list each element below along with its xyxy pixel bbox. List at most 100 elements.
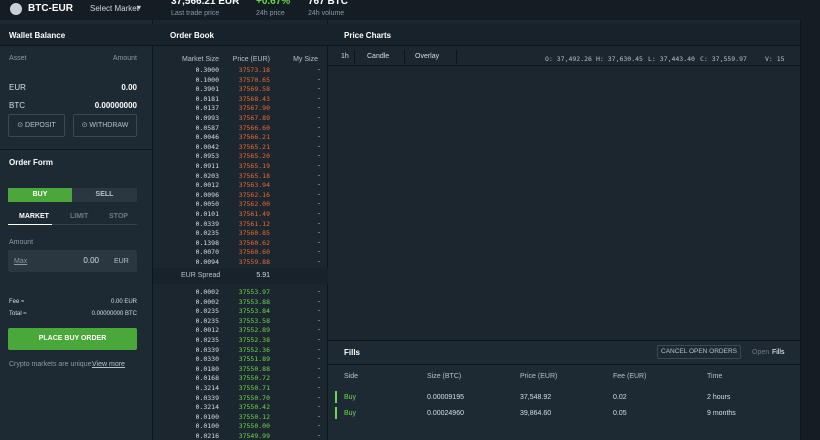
book-header	[153, 24, 328, 46]
book-size: 0.0002	[195, 288, 219, 296]
book-price: 37566.21	[238, 133, 270, 142]
currency: EUR	[114, 258, 129, 265]
book-my-size: -	[317, 181, 320, 189]
book-size: 0.0911	[195, 162, 219, 170]
book-size: 0.0042	[195, 142, 219, 151]
book-size: 0.0216	[195, 432, 219, 440]
book-price: 37553.84	[238, 307, 270, 316]
note-link[interactable]: View more	[92, 361, 125, 368]
fill-cell: Buy	[344, 394, 357, 401]
book-price: 37550.88	[238, 364, 270, 373]
spread-label: EUR Spread	[181, 272, 221, 279]
chart-control[interactable]: 1h	[337, 50, 355, 64]
amount: 0.00000000	[94, 101, 137, 110]
side-buy[interactable]: BUY	[8, 188, 72, 202]
order-type[interactable]: STOP	[109, 213, 128, 220]
side-sell[interactable]: SELL	[72, 188, 137, 202]
amount: 0.00	[121, 83, 137, 92]
side-bar	[335, 391, 337, 403]
book-size: 0.0993	[195, 114, 219, 122]
stat-label: 24h price	[256, 10, 285, 17]
book-size: 0.0012	[195, 326, 219, 335]
book-price: 37550.70	[238, 393, 270, 402]
side-bar	[335, 407, 337, 419]
spread-row	[153, 268, 328, 284]
total-value: 0.00000000 BTC	[91, 311, 137, 317]
fill-cell: 39,864.60	[520, 410, 552, 417]
book-price: 37550.00	[238, 422, 270, 431]
stat-label: Last trade price	[171, 10, 220, 17]
book-size: 0.0100	[195, 422, 219, 431]
book-price: 37549.99	[238, 432, 270, 440]
book-price: 37553.97	[238, 288, 270, 296]
button-label[interactable]: DEPOSIT	[25, 122, 56, 129]
book-size: 0.3214	[195, 384, 219, 392]
book-price: 37569.58	[238, 85, 270, 94]
book-size: 0.3000	[195, 66, 219, 74]
type-rule	[52, 224, 137, 225]
panel-title: Wallet Balance	[9, 31, 66, 40]
button-label[interactable]: WITHDRAW	[89, 122, 129, 129]
spread-value: 5.91	[256, 272, 270, 279]
cancel-button[interactable]: CANCEL OPEN ORDERS	[657, 345, 741, 359]
book-price: 37565.21	[238, 142, 270, 151]
fill-cell: 37,548.92	[520, 394, 552, 401]
book-my-size: -	[317, 219, 320, 227]
book-price: 37561.49	[238, 210, 270, 218]
tab[interactable]: Open	[752, 349, 770, 356]
max-link[interactable]: Max	[14, 258, 28, 265]
amount-input[interactable]	[8, 250, 137, 272]
book-size: 0.0235	[195, 229, 219, 238]
book-my-size: -	[317, 142, 320, 150]
book-size: 0.3214	[195, 403, 219, 412]
book-price: 37550.12	[238, 412, 270, 421]
book-size: 0.0587	[195, 123, 219, 132]
book-my-size: -	[317, 364, 320, 372]
column-head: Fee (EUR)	[613, 373, 647, 380]
book-size: 0.0180	[195, 364, 219, 373]
toolbar	[328, 48, 800, 66]
book-price: 37566.60	[238, 123, 270, 132]
book-price: 37553.58	[238, 316, 270, 325]
submit-button[interactable]: PLACE BUY ORDER	[8, 328, 137, 350]
book-size: 0.0235	[195, 336, 219, 344]
stat-value: +0.67%	[256, 0, 291, 7]
column-head: Asset	[9, 55, 27, 62]
book-size: 0.0096	[195, 190, 219, 199]
chart-control[interactable]: Candle	[363, 50, 405, 64]
order-type[interactable]: LIMIT	[70, 213, 89, 220]
book-my-size: -	[317, 326, 320, 334]
right-edge	[800, 20, 820, 440]
wallet-button[interactable]: ⊙ DEPOSIT	[8, 114, 65, 137]
fills-panel	[328, 340, 800, 440]
book-size: 0.0002	[195, 297, 219, 306]
book-size: 0.0339	[195, 219, 219, 228]
wallet-button[interactable]: ⊙ WITHDRAW	[73, 114, 137, 137]
total-label: Total ≈	[9, 311, 27, 317]
book-my-size: -	[317, 238, 320, 246]
fee-value: 0.00 EUR	[110, 299, 137, 305]
book-my-size: -	[317, 258, 320, 265]
divider	[0, 149, 153, 150]
chart-control[interactable]: Overlay	[411, 50, 457, 64]
book-price: 37560.85	[238, 229, 270, 238]
book-price: 37552.89	[238, 326, 270, 335]
ohlc: C: 37,559.97	[700, 55, 747, 63]
chart-header	[328, 24, 800, 46]
field-label: Amount	[9, 239, 34, 246]
tab[interactable]: Fills	[772, 349, 785, 356]
select-market[interactable]: Select Market	[90, 4, 139, 13]
book-my-size: -	[317, 190, 320, 198]
book-size: 0.0235	[195, 307, 219, 316]
panel-title: Order Form	[9, 158, 54, 167]
column-head: Time	[707, 373, 723, 380]
ohlc: O: 37,492.26	[545, 55, 592, 63]
market: BTC-EUR	[28, 3, 73, 14]
book-price: 37567.90	[238, 104, 270, 113]
column-head: Price (EUR)	[232, 56, 270, 63]
order-type[interactable]: MARKET	[19, 213, 49, 220]
fill-cell: 2 hours	[707, 394, 731, 401]
type-underline	[8, 224, 52, 225]
book-my-size: -	[317, 200, 320, 208]
